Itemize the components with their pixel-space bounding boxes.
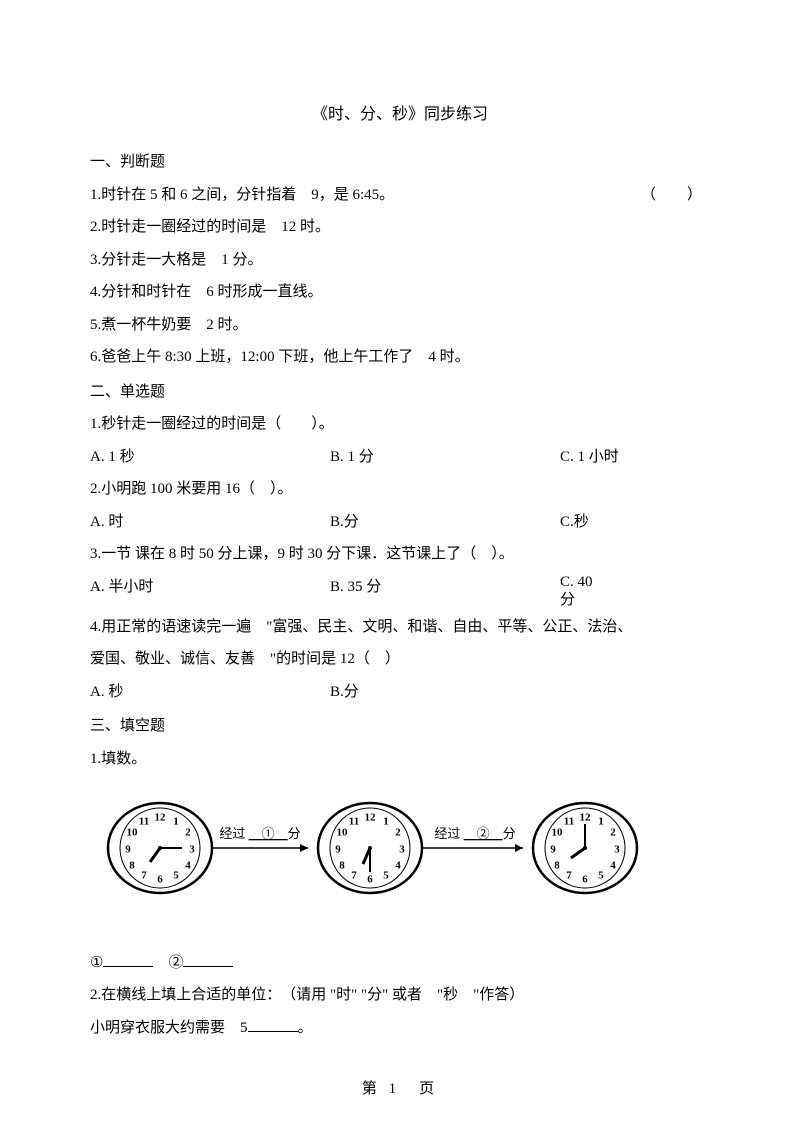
- svg-text:2: 2: [610, 827, 616, 839]
- s3-q2: 2.在横线上填上合适的单位： （请用 "时" "分" 或者 "秒 "作答）: [90, 981, 710, 1010]
- svg-text:1: 1: [173, 816, 179, 828]
- svg-text:7: 7: [351, 870, 357, 882]
- s2-q3: 3.一节 课在 8 时 50 分上课，9 时 30 分下课．这节课上了（ ）。: [90, 540, 710, 569]
- s2-q2-c: C.秒: [560, 508, 710, 537]
- svg-text:4: 4: [610, 860, 616, 872]
- svg-text:7: 7: [566, 870, 572, 882]
- svg-text:10: 10: [552, 827, 564, 839]
- s2-q1: 1.秒针走一圈经过的时间是（ ）。: [90, 410, 710, 439]
- s2-q4-a: A. 秒: [90, 678, 330, 707]
- svg-text:5: 5: [383, 870, 389, 882]
- svg-text:9: 9: [550, 844, 556, 856]
- svg-text:12: 12: [155, 812, 167, 824]
- page-title: 《时、分、秒》同步练习: [90, 100, 710, 130]
- svg-text:1: 1: [598, 816, 604, 828]
- svg-text:6: 6: [582, 874, 588, 886]
- s2-q1-b: B. 1 分: [330, 443, 560, 472]
- s2-q2-options: A. 时 B.分 C.秒: [90, 508, 710, 537]
- s2-q3-options: A. 半小时 B. 35 分 C. 40 分: [90, 573, 710, 609]
- page-footer: 第 1 页: [0, 1075, 800, 1104]
- svg-text:6: 6: [367, 874, 373, 886]
- svg-text:12: 12: [580, 812, 592, 824]
- svg-text:5: 5: [173, 870, 179, 882]
- svg-text:经过 ① 分: 经过 ① 分: [219, 826, 300, 841]
- svg-text:11: 11: [564, 816, 574, 828]
- svg-text:4: 4: [185, 860, 191, 872]
- s1-q1-paren: （ ）: [641, 181, 710, 210]
- s3-q2-line: 小明穿衣服大约需要 5。: [90, 1014, 710, 1043]
- s2-q4-b: B.分: [330, 678, 560, 707]
- s2-q3-c-line1: C. 40: [560, 573, 710, 591]
- svg-text:2: 2: [395, 827, 401, 839]
- svg-text:10: 10: [127, 827, 139, 839]
- s2-q3-b: B. 35 分: [330, 573, 560, 609]
- clocks-row: 1212 345 678 91011 经过 ① 分 1212 345 678 9…: [90, 788, 710, 919]
- s1-q1-text: 1.时针在 5 和 6 之间，分针指着 9，是 6:45。: [90, 181, 394, 210]
- s2-q1-c: C. 1 小时: [560, 443, 710, 472]
- s1-q1: 1.时针在 5 和 6 之间，分针指着 9，是 6:45。 （ ）: [90, 181, 710, 210]
- s3-fill-blanks: ① ②: [90, 949, 710, 978]
- svg-text:3: 3: [399, 844, 405, 856]
- s2-q3-c-line2: 分: [560, 591, 710, 609]
- svg-text:8: 8: [129, 860, 135, 872]
- svg-text:3: 3: [614, 844, 620, 856]
- svg-text:11: 11: [349, 816, 359, 828]
- svg-text:8: 8: [554, 860, 560, 872]
- section1-header: 一、判断题: [90, 148, 710, 177]
- s1-q4: 4.分针和时针在 6 时形成一直线。: [90, 278, 710, 307]
- s1-q6: 6.爸爸上午 8:30 上班，12:00 下班，他上午工作了 4 时。: [90, 343, 710, 372]
- svg-text:1: 1: [383, 816, 389, 828]
- section2-header: 二、单选题: [90, 378, 710, 407]
- s2-q1-a: A. 1 秒: [90, 443, 330, 472]
- svg-text:9: 9: [335, 844, 341, 856]
- svg-text:5: 5: [598, 870, 604, 882]
- svg-text:10: 10: [337, 827, 349, 839]
- svg-text:4: 4: [395, 860, 401, 872]
- s2-q2: 2.小明跑 100 米要用 16（ ）。: [90, 475, 710, 504]
- section3-header: 三、填空题: [90, 712, 710, 741]
- svg-text:8: 8: [339, 860, 345, 872]
- svg-text:经过 ② 分: 经过 ② 分: [434, 826, 515, 841]
- svg-text:3: 3: [189, 844, 195, 856]
- s1-q2: 2.时针走一圈经过的时间是 12 时。: [90, 213, 710, 242]
- s2-q1-options: A. 1 秒 B. 1 分 C. 1 小时: [90, 443, 710, 472]
- svg-text:7: 7: [141, 870, 147, 882]
- s2-q2-b: B.分: [330, 508, 560, 537]
- svg-text:9: 9: [125, 844, 131, 856]
- s2-q4-line2: 爱国、敬业、诚信、友善 "的时间是 12（ ）: [90, 645, 710, 674]
- s2-q2-a: A. 时: [90, 508, 330, 537]
- s2-q3-c: C. 40 分: [560, 573, 710, 609]
- s2-q3-a: A. 半小时: [90, 573, 330, 609]
- s3-q1: 1.填数。: [90, 745, 710, 774]
- svg-text:11: 11: [139, 816, 149, 828]
- s1-q3: 3.分针走一大格是 1 分。: [90, 246, 710, 275]
- s2-q4-options: A. 秒 B.分: [90, 678, 710, 707]
- svg-text:12: 12: [365, 812, 377, 824]
- svg-text:2: 2: [185, 827, 191, 839]
- svg-text:6: 6: [157, 874, 163, 886]
- s2-q4-line1: 4.用正常的语速读完一遍 "富强、民主、文明、和谐、自由、平等、公正、法治、: [90, 613, 710, 642]
- s1-q5: 5.煮一杯牛奶要 2 时。: [90, 311, 710, 340]
